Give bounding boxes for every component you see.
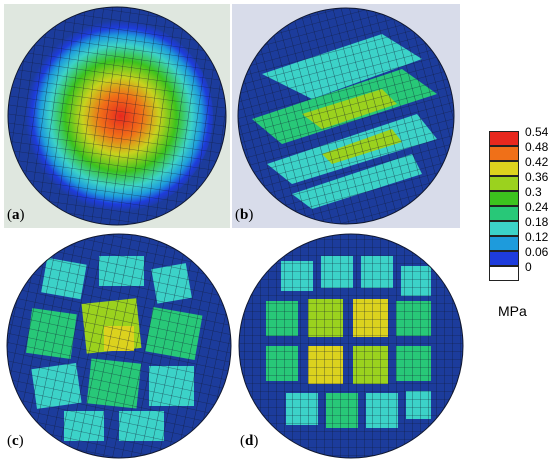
legend-swatch <box>489 251 519 266</box>
legend-unit: MPa <box>498 303 527 319</box>
stress-contour-a <box>4 4 230 228</box>
legend-swatch <box>489 161 519 176</box>
legend-swatch <box>489 221 519 236</box>
stress-contour-b <box>232 4 460 228</box>
legend-swatch <box>489 191 519 206</box>
legend-tick-label: 0.3 <box>525 185 542 199</box>
panel-label-c: (c) <box>7 433 24 449</box>
legend-tick-label: 0 <box>525 260 532 274</box>
legend-tick-label: 0.12 <box>525 230 549 244</box>
legend-swatch <box>489 146 519 161</box>
legend-swatch <box>489 131 519 146</box>
legend-tick-label: 0.42 <box>525 155 549 169</box>
legend-swatch <box>489 236 519 251</box>
panel-label-b: (b) <box>235 207 254 223</box>
legend-swatch <box>489 206 519 221</box>
legend-tick-label: 0.06 <box>525 245 549 259</box>
legend-tick-label: 0.24 <box>525 200 549 214</box>
panel-a: (a) <box>4 4 230 228</box>
legend-swatch <box>489 266 519 281</box>
panel-c: (c) <box>4 231 234 461</box>
panel-b: (b) <box>232 4 460 228</box>
legend-tick-label: 0.48 <box>525 140 549 154</box>
panel-label-a: (a) <box>7 207 25 223</box>
legend-swatch <box>489 176 519 191</box>
stress-contour-c <box>4 231 234 461</box>
legend-tick-label: 0.18 <box>525 215 549 229</box>
panel-label-d: (d) <box>240 433 259 449</box>
panel-d: (d) <box>236 231 466 461</box>
stress-contour-d <box>236 231 466 461</box>
legend-tick-label: 0.36 <box>525 170 549 184</box>
legend-tick-label: 0.54 <box>525 125 549 139</box>
